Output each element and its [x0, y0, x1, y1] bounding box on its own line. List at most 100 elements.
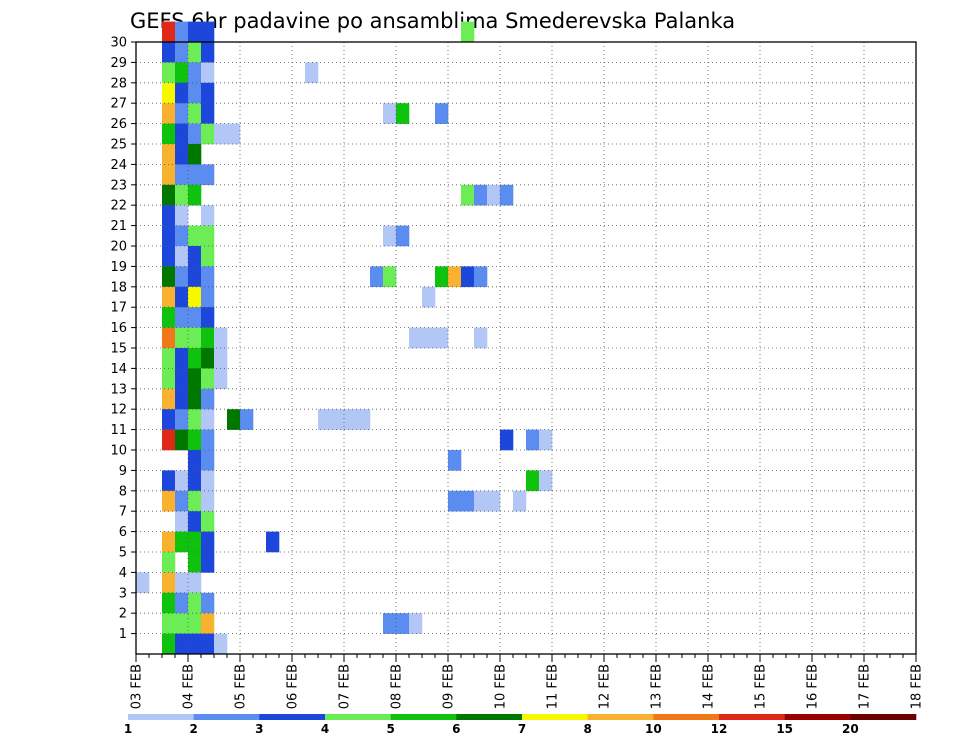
y-tick-label: 4 — [119, 566, 127, 581]
colorbar-label: 15 — [776, 722, 793, 736]
colorbar-label: 8 — [583, 722, 591, 736]
heatmap-cell — [162, 327, 176, 349]
colorbar-label: 5 — [386, 722, 394, 736]
heatmap-cell — [175, 164, 189, 186]
heatmap-cell — [162, 82, 176, 104]
heatmap-cell — [188, 286, 202, 308]
y-tick-label: 18 — [110, 280, 127, 295]
x-tick-label: 18 FEB — [910, 664, 925, 709]
heatmap-cell — [188, 348, 202, 369]
heatmap-cell — [318, 409, 332, 430]
heatmap-cell — [162, 266, 176, 288]
heatmap-cell — [188, 62, 202, 84]
heatmap-cell — [409, 327, 423, 349]
heatmap-cell — [175, 103, 189, 124]
heatmap-cell — [526, 470, 540, 492]
y-tick-label: 15 — [110, 342, 127, 357]
heatmap-cell — [396, 225, 410, 247]
heatmap-cell — [188, 592, 202, 614]
heatmap-cell — [188, 572, 202, 594]
heatmap-cell — [422, 286, 436, 308]
heatmap-cell — [383, 103, 397, 124]
heatmap-cell — [175, 633, 189, 655]
colorbar-segment — [456, 714, 523, 720]
x-tick-label: 15 FEB — [754, 664, 769, 709]
x-tick-label: 08 FEB — [390, 664, 405, 709]
heatmap-cell — [227, 123, 241, 145]
heatmap-cell — [162, 572, 176, 594]
heatmap-cell — [448, 490, 462, 512]
heatmap-cell — [175, 266, 189, 288]
heatmap-cell — [162, 592, 176, 614]
heatmap-cell — [331, 409, 345, 430]
heatmap-cell — [201, 348, 215, 369]
colorbar-segment — [653, 714, 720, 720]
colorbar-label: 12 — [711, 722, 728, 736]
heatmap-cell — [188, 144, 202, 165]
heatmap-cell — [500, 184, 514, 206]
heatmap-cell — [162, 368, 176, 390]
heatmap-cell — [435, 103, 449, 124]
y-tick-label: 28 — [110, 76, 127, 91]
heatmap-cell — [201, 633, 215, 655]
colorbar-label: 1 — [124, 722, 132, 736]
heatmap-cell — [162, 225, 176, 247]
heatmap-cell — [487, 490, 501, 512]
heatmap-cell — [201, 225, 215, 247]
heatmap-cell — [214, 633, 228, 655]
heatmap-cell — [539, 470, 553, 492]
grid-lines — [136, 41, 916, 654]
heatmap-cell — [175, 409, 189, 430]
y-axis: 1234567891011121314151617181920212223242… — [110, 36, 136, 642]
heatmap-cell — [214, 327, 228, 349]
heatmap-cell — [474, 184, 488, 206]
y-tick-label: 11 — [110, 423, 127, 438]
heatmap-cell — [201, 592, 215, 614]
colorbar-label: 6 — [452, 722, 460, 736]
colorbar: 1 2 3 4 5 6 7 8 10 12 15 20 — [124, 714, 917, 736]
colorbar-segment — [522, 714, 588, 720]
y-tick-label: 9 — [119, 464, 127, 479]
heatmap-cell — [201, 42, 215, 63]
colorbar-segment — [259, 714, 326, 720]
heatmap-cell — [162, 613, 176, 634]
heatmap-cell — [422, 327, 436, 349]
heatmap-cell — [409, 613, 423, 634]
x-axis: 03 FEB 04 FEB 05 FEB 06 FEB 07 FEB 08 FEB 09 F… — [130, 654, 925, 709]
y-tick-label: 17 — [110, 301, 127, 316]
y-tick-label: 7 — [119, 505, 127, 520]
heatmap-cell — [461, 21, 475, 43]
heatmap-cell — [201, 470, 215, 492]
heatmap-cell — [305, 62, 319, 84]
y-tick-label: 27 — [110, 97, 127, 112]
x-tick-label: 09 FEB — [442, 664, 457, 709]
y-tick-label: 21 — [110, 219, 127, 234]
heatmap-cell — [461, 490, 475, 512]
heatmap-cell — [162, 286, 176, 308]
y-tick-label: 3 — [119, 586, 127, 601]
heatmap-cell — [175, 327, 189, 349]
heatmap-cell — [175, 62, 189, 84]
heatmap-cell — [188, 82, 202, 104]
heatmap-cell — [162, 144, 176, 165]
heatmap-cell — [201, 450, 215, 471]
x-tick-label: 12 FEB — [598, 664, 613, 709]
heatmap-cell — [188, 633, 202, 655]
heatmap-cell — [201, 62, 215, 84]
heatmap-cell — [435, 266, 449, 288]
heatmap-cell — [162, 103, 176, 124]
colorbar-segment — [587, 714, 654, 720]
heatmap-cell — [188, 388, 202, 410]
y-tick-label: 25 — [110, 138, 127, 153]
heatmap-cell — [188, 450, 202, 471]
heatmap-cell — [175, 613, 189, 634]
y-tick-label: 12 — [110, 403, 127, 418]
y-tick-label: 19 — [110, 260, 127, 275]
heatmap-cell — [188, 307, 202, 328]
heatmap-cell — [188, 368, 202, 390]
colorbar-segment — [128, 714, 194, 720]
heatmap-cell — [513, 490, 527, 512]
heatmap-cell — [188, 164, 202, 186]
heatmap-cell — [487, 184, 501, 206]
